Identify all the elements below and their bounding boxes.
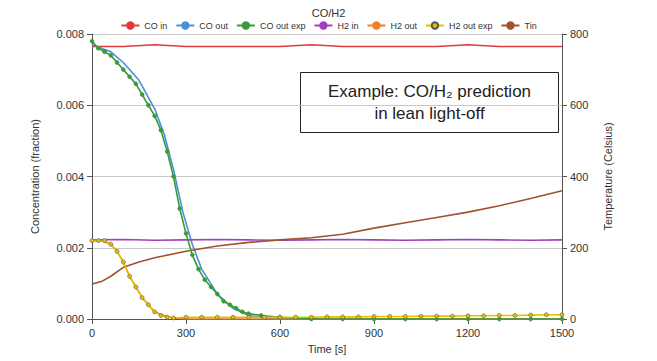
svg-text:0: 0 [89, 327, 95, 339]
svg-text:0.004: 0.004 [56, 171, 84, 183]
svg-text:600: 600 [570, 99, 588, 111]
svg-text:1500: 1500 [550, 327, 574, 339]
svg-text:Time [s]: Time [s] [308, 343, 347, 355]
svg-text:1200: 1200 [456, 327, 480, 339]
svg-text:H2 in: H2 in [337, 21, 358, 31]
svg-text:0.002: 0.002 [56, 242, 84, 254]
svg-text:0: 0 [570, 313, 576, 325]
svg-text:CO in: CO in [144, 21, 167, 31]
svg-text:0.006: 0.006 [56, 99, 84, 111]
svg-text:0.000: 0.000 [56, 313, 84, 325]
svg-text:Temperature (Celsius): Temperature (Celsius) [602, 122, 614, 230]
svg-text:Concentration (fraction): Concentration (fraction) [29, 119, 41, 234]
svg-text:800: 800 [570, 28, 588, 40]
svg-text:0.008: 0.008 [56, 28, 84, 40]
svg-text:CO out: CO out [199, 21, 228, 31]
svg-text:600: 600 [271, 327, 289, 339]
svg-text:H2 out exp: H2 out exp [449, 21, 493, 31]
svg-text:400: 400 [570, 171, 588, 183]
svg-text:CO/H2: CO/H2 [312, 7, 346, 19]
svg-text:200: 200 [570, 242, 588, 254]
svg-text:CO out exp: CO out exp [260, 21, 306, 31]
svg-text:300: 300 [177, 327, 195, 339]
svg-text:in lean light-off: in lean light-off [374, 104, 485, 123]
svg-text:900: 900 [365, 327, 383, 339]
svg-text:Tin: Tin [524, 21, 536, 31]
svg-text:H2 out: H2 out [390, 21, 417, 31]
svg-text:Example: CO/H₂ prediction: Example: CO/H₂ prediction [328, 82, 531, 101]
